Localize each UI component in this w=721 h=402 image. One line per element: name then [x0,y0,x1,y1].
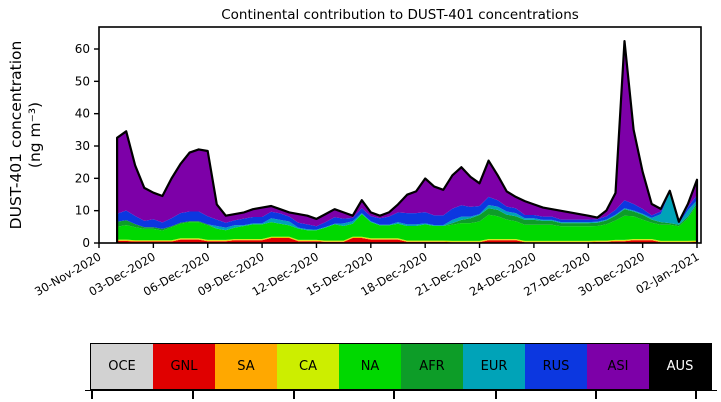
legend-item-EUR: EUR [463,344,525,389]
legend-label: AFR [419,359,445,374]
secondary-axis-tick [595,391,597,399]
secondary-axis-tick [91,391,93,399]
legend-item-ASI: ASI [587,344,649,389]
y-tick-label: 50 [75,74,90,88]
y-axis-label-line1: DUST-401 concentration [7,41,25,230]
secondary-axis-tick [393,391,395,399]
legend-label: GNL [170,359,198,374]
legend-item-SA: SA [215,344,277,389]
legend: OCE GNL SA CA NA AFR EUR RUS ASI AUS [90,343,712,390]
legend-item-GNL: GNL [153,344,215,389]
secondary-axis-tick [695,391,697,399]
stacked-areas [116,40,699,243]
area-NA [117,205,698,241]
y-tick-label: 40 [75,107,90,121]
area-RUS [117,191,698,230]
y-tick-label: 0 [82,236,90,250]
legend-label: NA [360,359,380,374]
legend-label: EUR [480,359,508,374]
legend-label: OCE [108,359,136,374]
legend-label: RUS [542,359,570,374]
area-AFR [117,203,698,231]
secondary-axis-tick [293,391,295,399]
legend-label: CA [299,359,317,374]
legend-item-AUS: AUS [649,344,711,389]
y-tick-label: 30 [75,139,90,153]
area-CA [117,236,698,242]
area-GNL [117,238,698,243]
legend-label: AUS [666,359,694,374]
area-ASI [117,41,698,227]
y-tick-label: 20 [75,171,90,185]
legend-item-CA: CA [277,344,339,389]
secondary-axis-tick [192,391,194,399]
y-axis-label-line2: (ng m⁻³) [26,102,44,168]
chart-title: Continental contribution to DUST-401 con… [221,7,579,23]
total-outline [116,40,699,243]
y-tick-label: 60 [75,42,90,56]
secondary-axis-cropped [85,390,717,402]
legend-item-AFR: AFR [401,344,463,389]
legend-item-RUS: RUS [525,344,587,389]
plot-border [98,26,702,244]
legend-label: SA [237,359,255,374]
legend-item-NA: NA [339,344,401,389]
legend-label: ASI [607,359,629,374]
area-EUR [117,192,698,231]
y-tick-label: 10 [75,204,90,218]
legend-item-OCE: OCE [91,344,153,389]
secondary-axis-tick [495,391,497,399]
